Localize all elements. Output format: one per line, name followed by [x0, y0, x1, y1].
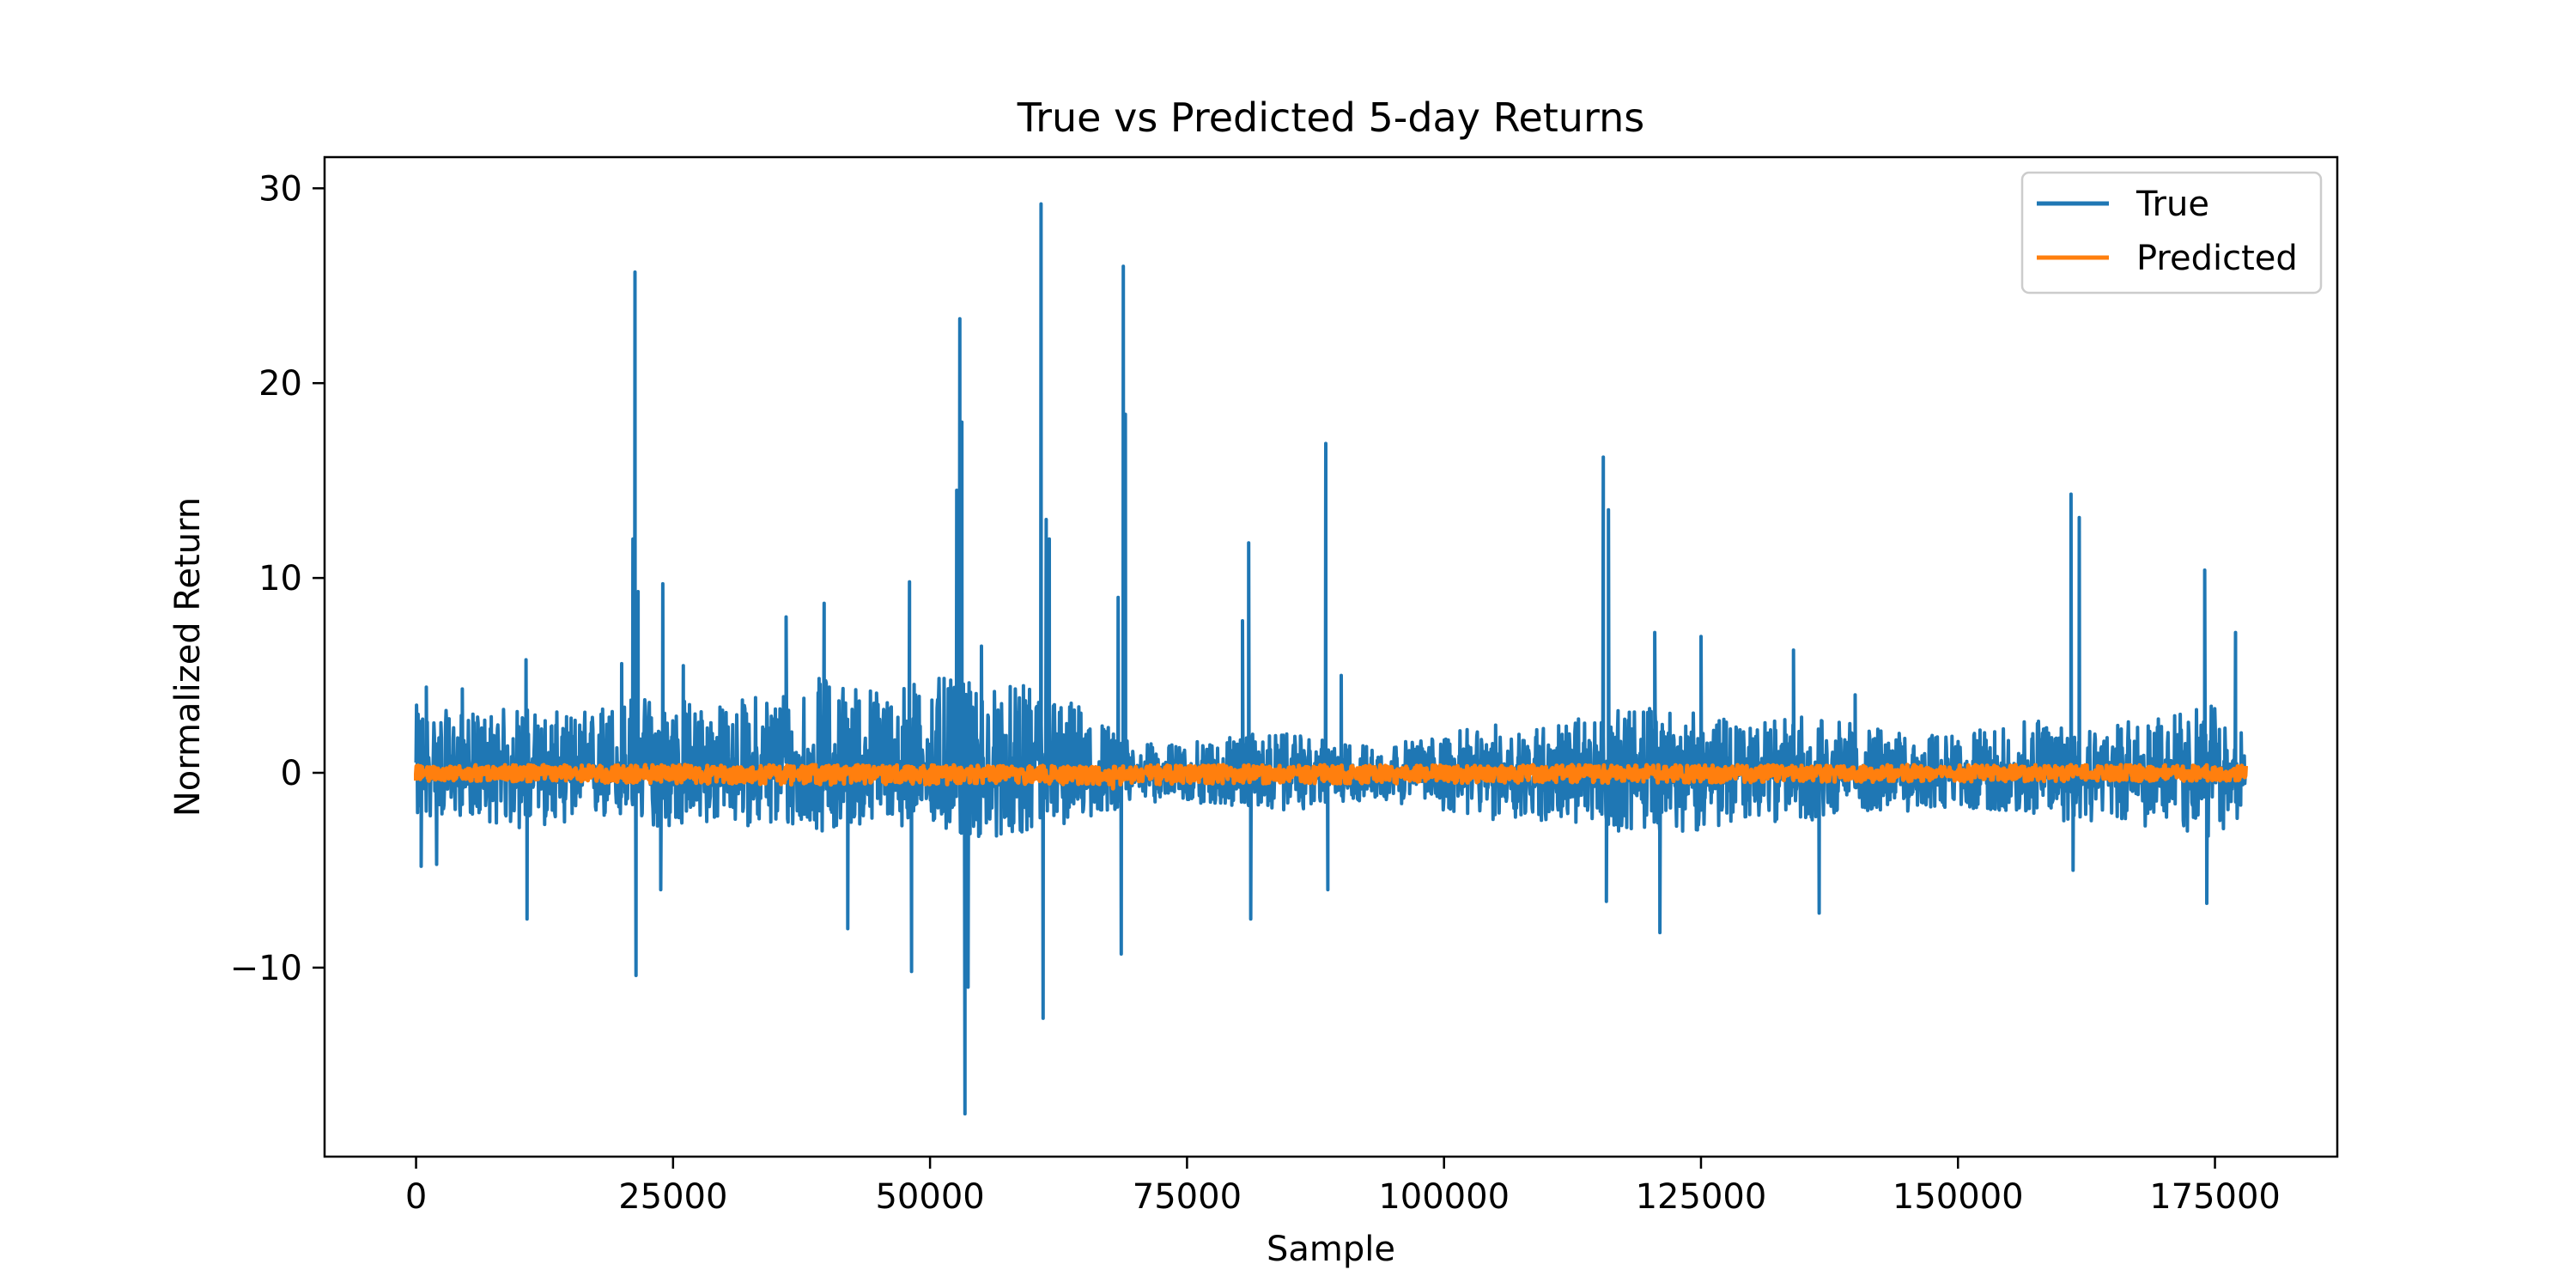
series-layer — [414, 202, 2248, 1116]
x-tick-label: 125000 — [1636, 1177, 1767, 1217]
y-axis: −10 0 10 20 30 — [230, 169, 325, 988]
x-tick-label: 50000 — [875, 1177, 984, 1217]
legend-label-predicted: Predicted — [2136, 239, 2298, 278]
series-line-predicted — [414, 762, 2248, 791]
plot-frame — [323, 155, 2339, 1158]
chart-title: True vs Predicted 5-day Returns — [1017, 94, 1644, 141]
series-line-true — [414, 202, 2247, 1116]
x-axis-label: Sample — [1267, 1230, 1395, 1269]
y-tick-label: 20 — [258, 364, 302, 404]
y-tick-label: 30 — [258, 169, 302, 209]
x-tick-label: 0 — [405, 1177, 427, 1217]
legend-label-true: True — [2136, 185, 2209, 224]
y-axis-label: Normalized Return — [168, 497, 208, 817]
y-tick-label: 0 — [281, 754, 302, 793]
y-tick-label: 10 — [258, 559, 302, 598]
x-tick-label: 175000 — [2149, 1177, 2281, 1217]
x-tick-label: 150000 — [1893, 1177, 2024, 1217]
x-tick-label: 75000 — [1133, 1177, 1242, 1217]
x-axis: 0 25000 50000 75000 100000 125000 150000 175000 — [405, 1157, 2281, 1217]
x-tick-label: 100000 — [1378, 1177, 1510, 1217]
legend: True Predicted — [2020, 171, 2323, 295]
x-tick-label: 25000 — [618, 1177, 727, 1217]
y-tick-label: −10 — [230, 949, 302, 988]
